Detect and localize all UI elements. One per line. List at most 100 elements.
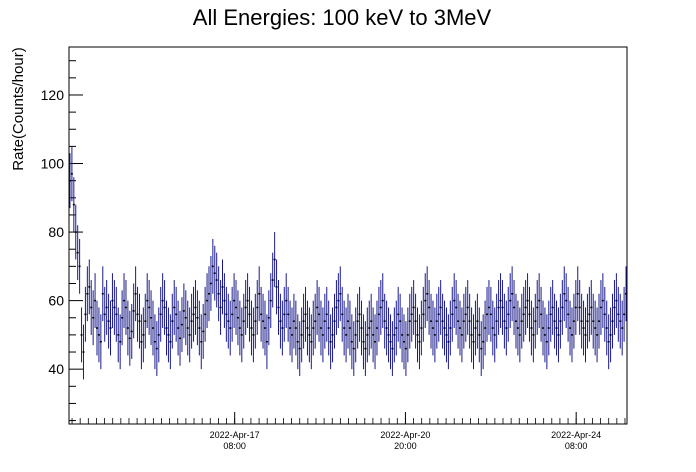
point-marker (441, 320, 444, 322)
point-marker (229, 327, 232, 329)
point-marker (611, 320, 614, 322)
point-marker (387, 334, 390, 336)
point-marker (514, 320, 517, 322)
data-point (258, 266, 261, 322)
data-point (161, 273, 164, 329)
data-point (339, 266, 342, 322)
point-marker (175, 313, 178, 316)
data-point (356, 293, 359, 349)
point-marker (374, 340, 377, 343)
data-point (262, 293, 265, 349)
data-point (499, 273, 502, 329)
data-point (72, 177, 75, 233)
point-marker (209, 282, 212, 285)
point-marker (410, 313, 413, 316)
data-point (379, 280, 382, 335)
data-point (406, 307, 409, 363)
data-point (462, 293, 465, 349)
data-point (522, 286, 525, 342)
point-marker (188, 334, 191, 336)
data-point (130, 304, 133, 359)
data-point (542, 300, 545, 356)
point-marker (617, 313, 620, 316)
point-marker (381, 299, 384, 302)
point-marker (136, 313, 139, 316)
plot-frame (68, 46, 628, 425)
data-point (119, 314, 122, 370)
data-point (277, 280, 280, 335)
data-point (603, 286, 606, 342)
data-point (242, 293, 245, 349)
point-marker (167, 334, 170, 336)
point-marker (511, 293, 514, 295)
data-point (335, 280, 338, 335)
point-marker (335, 306, 338, 309)
point-marker (596, 334, 599, 336)
point-marker (364, 347, 367, 350)
data-point (513, 280, 516, 335)
point-marker (466, 306, 469, 309)
data-point (94, 273, 97, 329)
data-point (92, 290, 95, 346)
point-marker (513, 306, 516, 309)
data-point (155, 321, 158, 377)
point-marker (480, 347, 483, 350)
point-marker (308, 334, 311, 336)
point-marker (155, 347, 158, 350)
point-marker (416, 334, 419, 336)
data-point (543, 307, 546, 363)
point-marker (389, 340, 392, 343)
x-tick-date-label: 2022-Apr-24 (551, 430, 601, 440)
point-marker (111, 299, 114, 302)
point-marker (482, 340, 485, 343)
data-point (518, 307, 521, 363)
data-point (292, 293, 295, 349)
data-point (331, 307, 334, 363)
point-marker (343, 327, 346, 329)
data-point (111, 273, 114, 329)
x-tick-time-label: 20:00 (394, 441, 417, 451)
data-point (302, 293, 305, 349)
point-marker (565, 299, 568, 302)
data-point (165, 300, 168, 356)
data-point (439, 280, 442, 335)
data-point (319, 300, 322, 356)
point-marker (457, 320, 460, 322)
point-marker (445, 334, 448, 336)
data-point (146, 273, 149, 329)
data-point (186, 300, 189, 356)
data-point (507, 286, 510, 342)
data-point (358, 286, 361, 342)
data-point (296, 314, 299, 370)
point-marker (449, 327, 452, 329)
data-point (441, 293, 444, 349)
point-marker (252, 334, 255, 336)
point-marker (491, 327, 494, 329)
point-marker (157, 334, 160, 336)
data-point (520, 293, 523, 349)
point-marker (538, 299, 541, 302)
point-marker (256, 306, 259, 309)
point-marker (140, 340, 143, 343)
data-point (594, 300, 597, 356)
point-marker (291, 334, 294, 336)
point-marker (318, 313, 321, 316)
data-point (501, 280, 504, 335)
data-point (489, 286, 492, 342)
data-point (474, 300, 477, 356)
point-marker (391, 347, 394, 350)
data-point (227, 293, 230, 349)
point-marker (94, 299, 97, 302)
point-marker (402, 340, 405, 343)
point-marker (495, 320, 498, 322)
data-point (279, 293, 282, 349)
point-marker (119, 340, 122, 343)
y-axis-label: Rate(Counts/hour) (10, 47, 27, 170)
point-marker (356, 320, 359, 322)
data-point (549, 286, 552, 342)
data-point (354, 307, 357, 363)
point-marker (186, 327, 189, 329)
point-marker (306, 327, 309, 329)
point-marker (180, 323, 183, 326)
point-marker (236, 317, 239, 319)
